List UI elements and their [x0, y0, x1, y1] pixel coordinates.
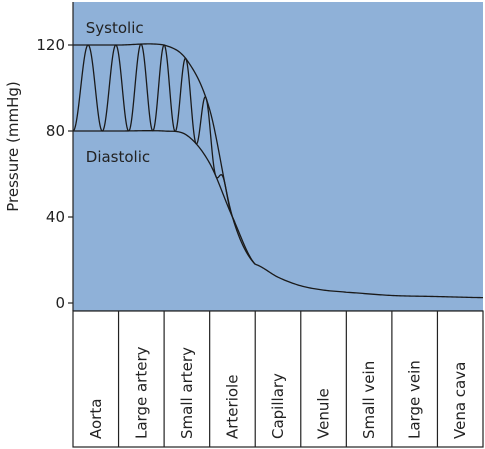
vessel-label: Capillary [269, 373, 287, 439]
pressure-wave [72, 43, 236, 223]
vessel-label: Large artery [132, 346, 150, 439]
y-tick-labels: 0 40 80 120 [36, 36, 73, 312]
annotation-systolic: Systolic [86, 19, 144, 37]
y-tick-label: 0 [55, 294, 65, 312]
vessel-label: Arteriole [223, 375, 241, 439]
mean-pressure-line [255, 263, 484, 299]
y-tick-label: 120 [36, 36, 65, 54]
annotations: Systolic Diastolic [86, 19, 150, 166]
vessel-label: Small vein [360, 361, 378, 439]
vessel-table: Aorta Large artery Small artery Arteriole Ca… [72, 310, 484, 448]
y-tick-label: 40 [46, 208, 65, 226]
annotation-diastolic: Diastolic [86, 148, 150, 166]
plot-background [73, 2, 483, 311]
pressure-lines [72, 43, 484, 299]
vessel-label: Vena cava [451, 362, 469, 439]
table-frame [72, 310, 484, 448]
vessel-label: Venule [315, 388, 333, 439]
vessel-label: Large vein [406, 360, 424, 439]
y-tick-label: 80 [46, 122, 65, 140]
y-axis-label: Pressure (mmHg) [4, 81, 22, 212]
vessel-label: Aorta [87, 399, 105, 439]
vessel-label: Small artery [178, 347, 196, 439]
